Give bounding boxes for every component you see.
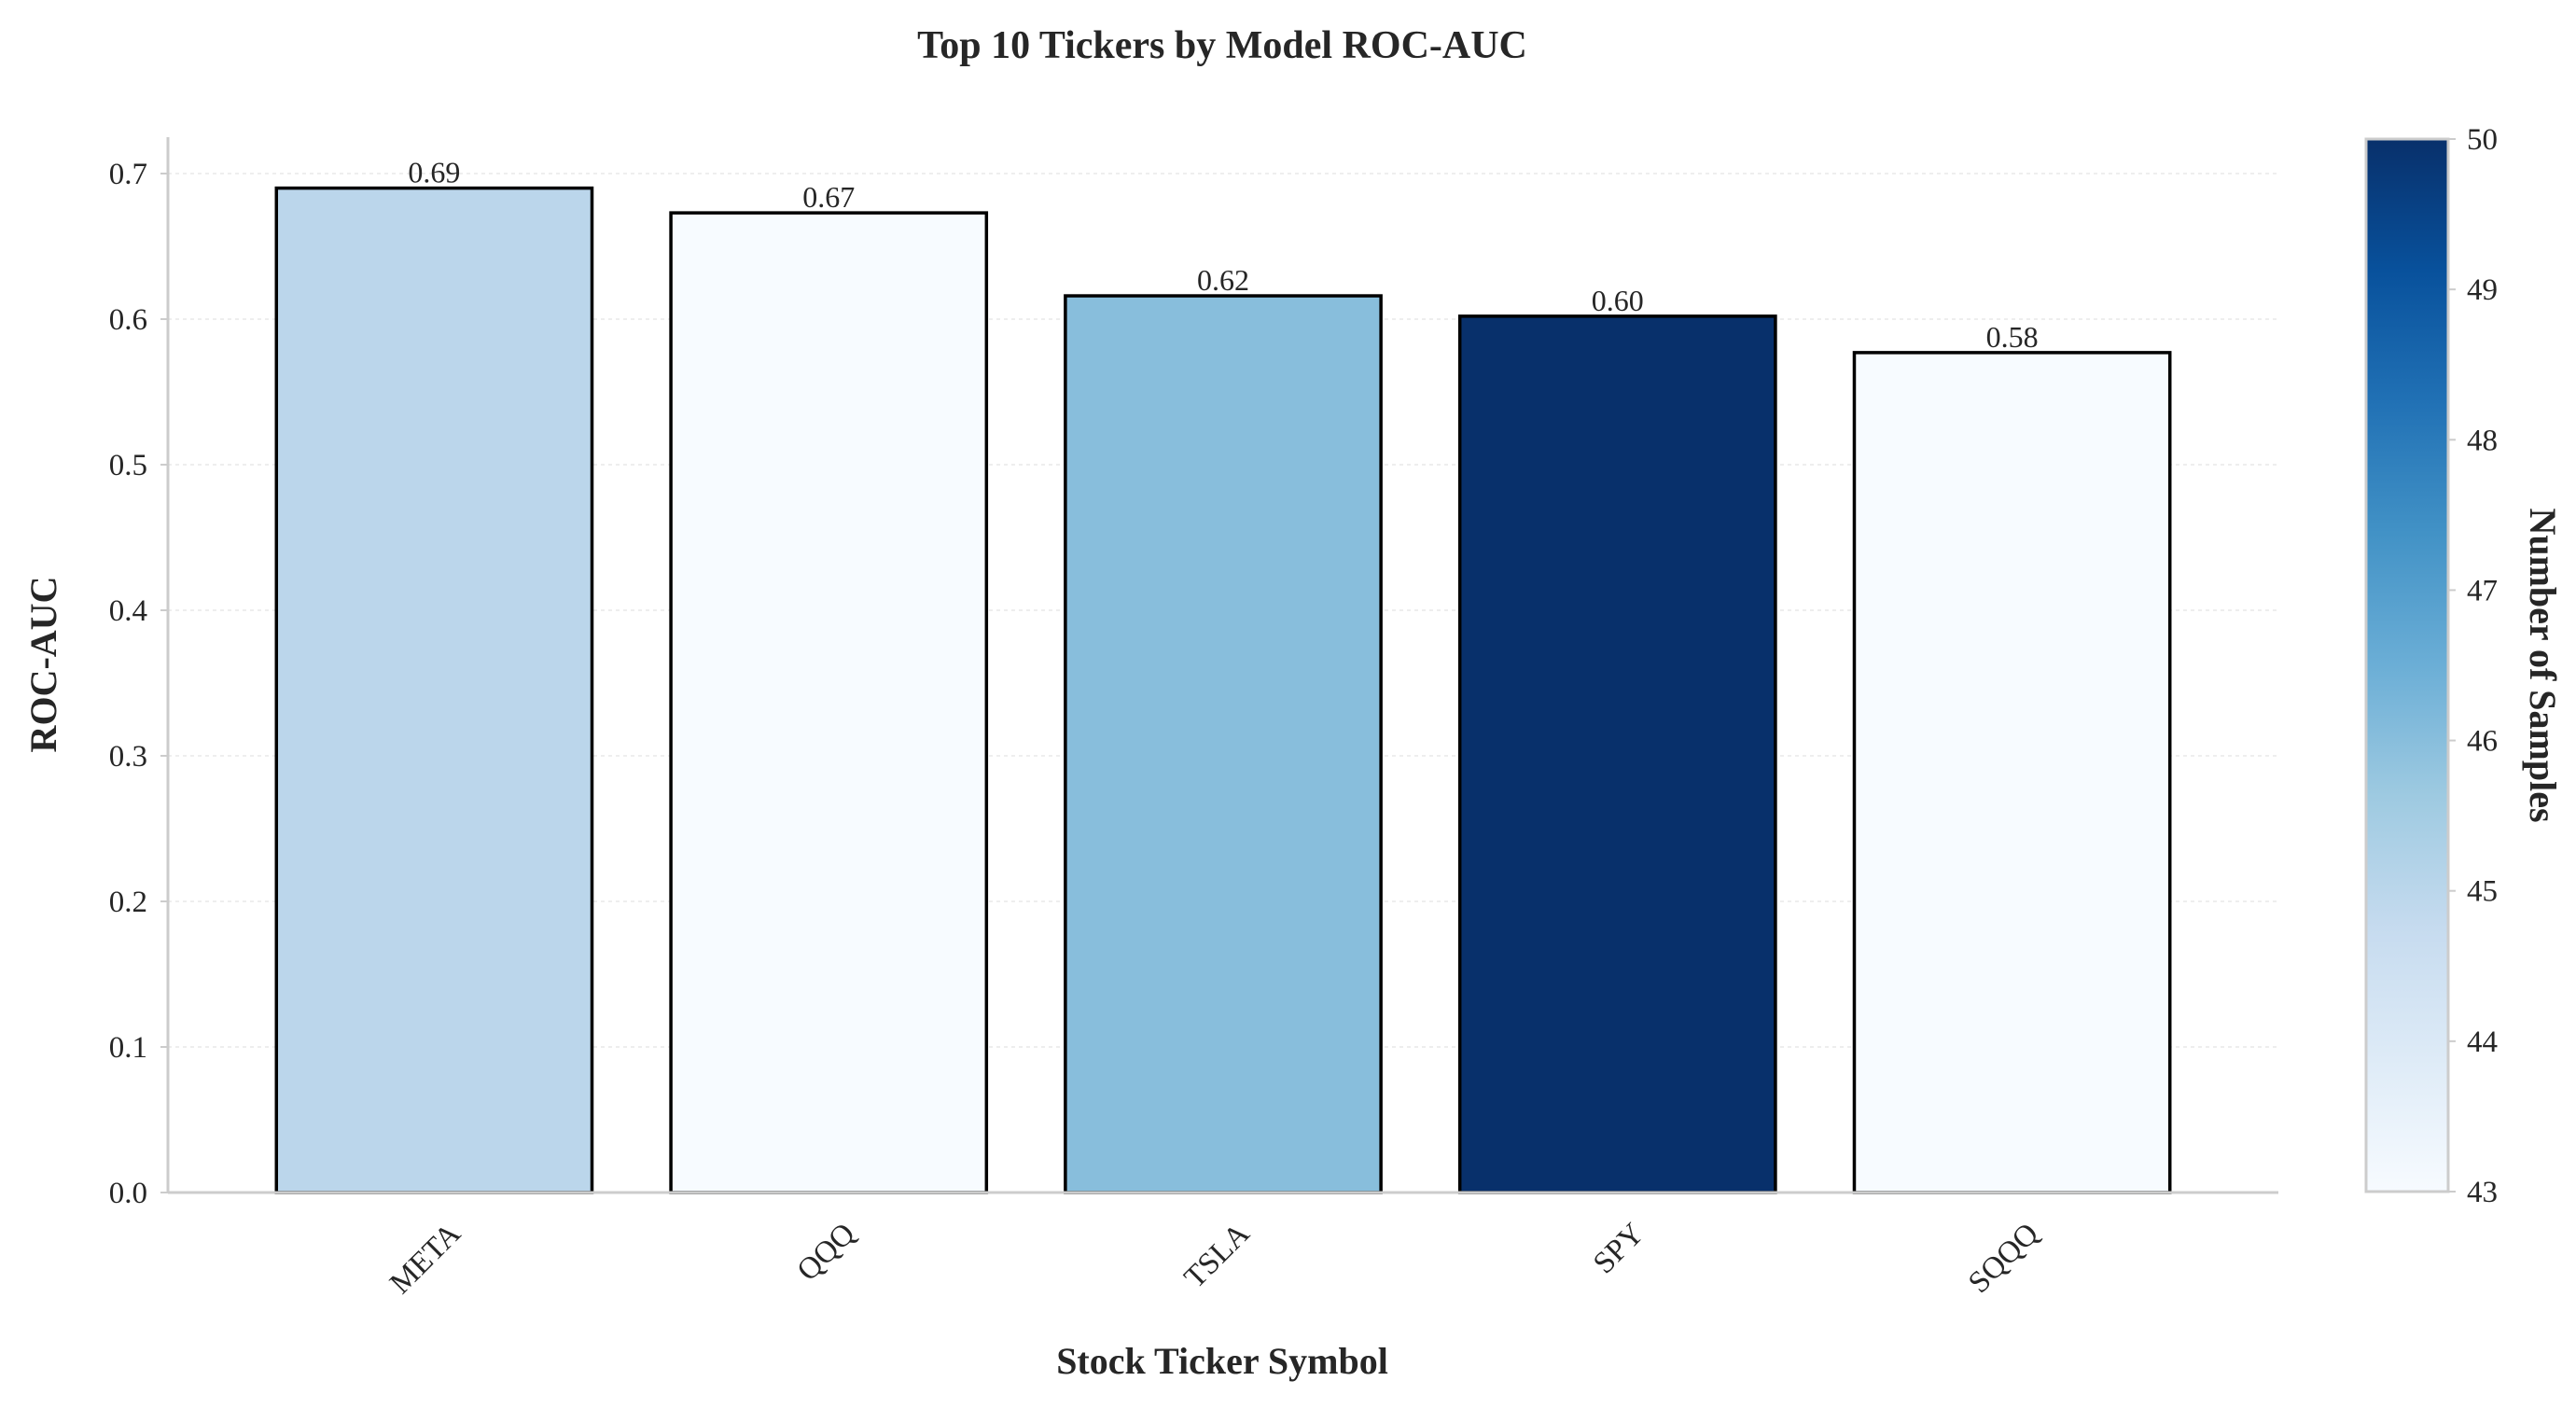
x-tick-label: META [383, 1217, 467, 1301]
bar-spy [1457, 314, 1777, 1194]
y-tick-label: 0.6 [109, 303, 147, 337]
bar-meta [274, 186, 594, 1194]
bar-qqq [669, 211, 989, 1194]
x-tick-label: TSLA [1178, 1217, 1257, 1295]
bar-value-label: 0.58 [1986, 320, 2039, 354]
y-tick-label: 0.3 [109, 740, 147, 774]
y-axis-label: ROC-AUC [22, 577, 64, 753]
colorbar-tick-label: 45 [2467, 875, 2498, 909]
y-tick-labels: 0.0 0.1 0.2 0.3 0.4 0.5 0.6 0.7 [109, 158, 168, 1210]
y-tick-label: 0.5 [109, 449, 147, 482]
bar-tsla [1064, 294, 1383, 1194]
y-tick-label: 0.1 [109, 1031, 147, 1065]
y-tick-label: 0.4 [109, 594, 147, 628]
bars [274, 186, 2172, 1194]
y-tick-label: 0.2 [109, 886, 147, 919]
y-tick-label: 0.0 [109, 1177, 147, 1210]
colorbar-gradient [2364, 137, 2450, 1193]
bar-value-label: 0.62 [1197, 263, 1249, 297]
colorbar-tick-label: 44 [2467, 1025, 2498, 1059]
colorbar-tick-label: 43 [2467, 1176, 2498, 1209]
colorbar-ticks: 43 44 45 46 47 48 49 50 [2448, 123, 2498, 1209]
x-tick-label: SQQQ [1962, 1217, 2045, 1300]
bar-value-label: 0.60 [1592, 284, 1644, 317]
x-tick-label: SPY [1587, 1217, 1650, 1280]
x-axis-label: Stock Ticker Symbol [1056, 1340, 1388, 1382]
colorbar-tick-label: 48 [2467, 424, 2498, 457]
bar-value-label: 0.67 [802, 180, 855, 214]
colorbar-tick-label: 46 [2467, 725, 2498, 759]
x-tick-label: QQQ [791, 1217, 862, 1288]
bar-value-label: 0.69 [408, 156, 460, 189]
bar-sqqq [1852, 351, 2172, 1194]
colorbar-tick-label: 49 [2467, 273, 2498, 307]
axes [166, 137, 2278, 1194]
y-tick-label: 0.7 [109, 158, 147, 191]
colorbar-tick-label: 50 [2467, 123, 2498, 157]
bar-value-labels: 0.69 0.67 0.62 0.60 0.58 [408, 156, 2038, 354]
colorbar: 43 44 45 46 47 48 49 50 Number of Samples [2364, 123, 2564, 1209]
colorbar-label: Number of Samples [2522, 508, 2564, 822]
colorbar-tick-label: 47 [2467, 574, 2498, 607]
x-tick-labels: META QQQ TSLA SPY SQQQ [383, 1217, 2045, 1301]
chart-title: Top 10 Tickers by Model ROC-AUC [917, 24, 1527, 67]
